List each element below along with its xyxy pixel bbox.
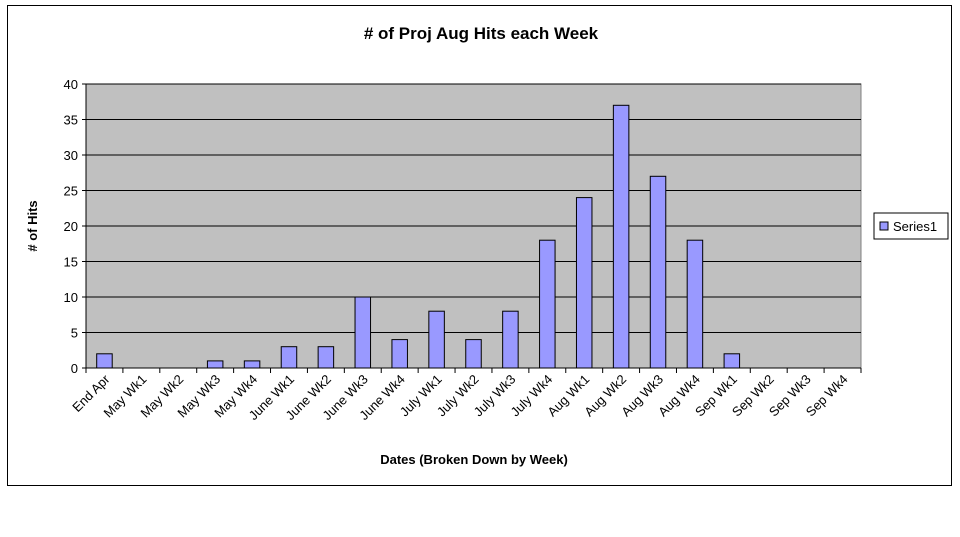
bar-july-wk4 (539, 239, 556, 369)
bar-aug-wk1 (575, 197, 593, 369)
y-tick-label: 5 (71, 326, 78, 341)
bar-chart: # of Proj Aug Hits each Week 0 5 10 15 20 25 3… (25, 24, 949, 467)
bar-may-wk4 (243, 360, 261, 369)
y-tick-label: 15 (64, 255, 78, 270)
bar-june-wk3 (354, 296, 372, 369)
bar-june-wk4 (391, 339, 408, 369)
bar-sep-wk1 (723, 353, 741, 369)
bar-june-wk2 (317, 346, 335, 369)
chart-title: # of Proj Aug Hits each Week (364, 24, 599, 43)
y-tick-label: 20 (64, 219, 78, 234)
bars (96, 104, 741, 369)
legend: Series1 (873, 212, 949, 240)
bar-aug-wk4 (686, 239, 704, 369)
bar-june-wk1 (280, 346, 298, 369)
bar-july-wk2 (465, 339, 482, 369)
bar-aug-wk2 (612, 104, 630, 369)
y-tick-label: 30 (64, 148, 78, 163)
y-tick-label: 35 (64, 113, 78, 128)
y-tick-labels: 0 5 10 15 20 25 30 35 40 (64, 77, 78, 376)
legend-swatch-series1 (879, 221, 889, 231)
legend-label-series1: Series1 (893, 219, 937, 234)
y-tick-label: 40 (64, 77, 78, 92)
bar-july-wk1 (428, 310, 445, 369)
x-axis-title: Dates (Broken Down by Week) (380, 452, 568, 467)
bar-july-wk3 (502, 310, 519, 369)
y-tick-label: 10 (64, 290, 78, 305)
y-axis-title: # of Hits (25, 200, 40, 251)
axes (82, 83, 862, 373)
bar-end-apr (96, 353, 113, 369)
gridlines (86, 83, 861, 333)
bar-aug-wk3 (649, 175, 667, 369)
y-tick-label: 25 (64, 184, 78, 199)
y-tick-label: 0 (71, 361, 78, 376)
bar-may-wk3 (206, 360, 224, 369)
chart-frame: # of Proj Aug Hits each Week 0 5 10 15 20 25 3… (7, 5, 952, 486)
